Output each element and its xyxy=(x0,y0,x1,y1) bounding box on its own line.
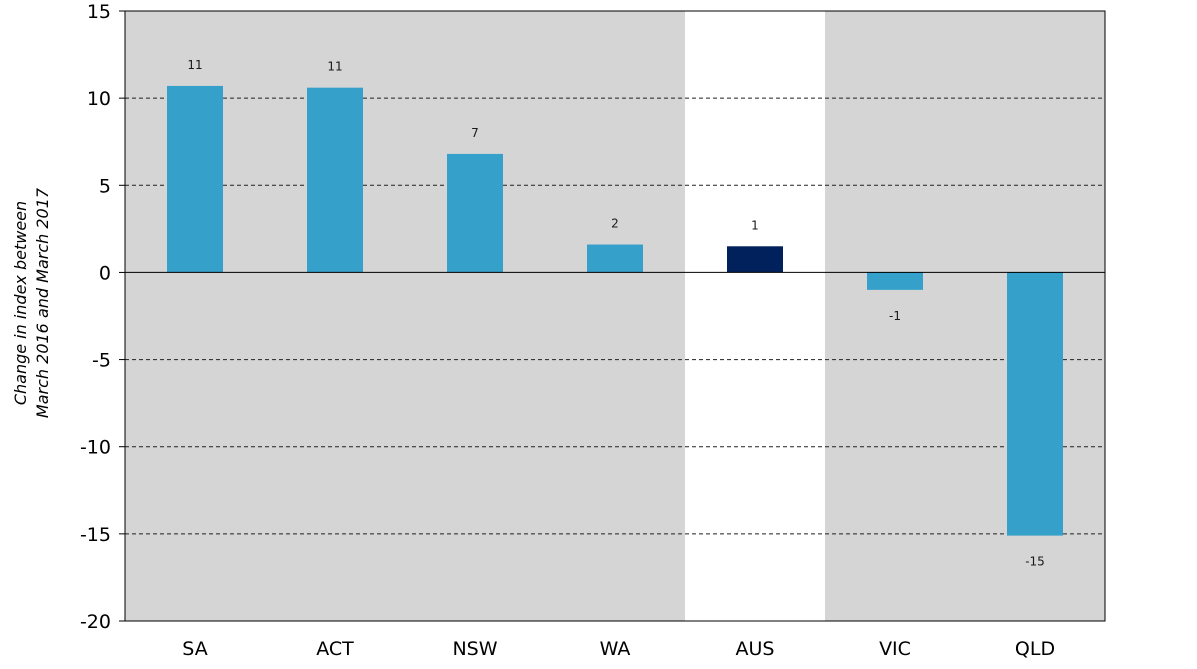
data-label: 7 xyxy=(471,126,479,140)
bar xyxy=(727,246,783,273)
y-tick-label: -15 xyxy=(80,524,111,546)
x-tick-label: QLD xyxy=(1015,638,1055,660)
y-tick-label: -10 xyxy=(80,437,111,459)
data-label: -15 xyxy=(1025,555,1045,569)
data-label: -1 xyxy=(889,309,901,323)
data-label: 2 xyxy=(611,217,619,231)
plot-frame xyxy=(124,10,1106,622)
plot-area xyxy=(125,11,1105,621)
x-tick-label: SA xyxy=(182,638,207,660)
y-tick-label: 5 xyxy=(99,175,111,197)
plot-background xyxy=(125,11,1105,621)
data-label: 11 xyxy=(187,58,202,72)
data-label: 11 xyxy=(327,60,342,74)
bar xyxy=(167,85,223,273)
x-tick-label: AUS xyxy=(736,638,775,660)
bar xyxy=(307,87,363,273)
x-tick-label: NSW xyxy=(452,638,497,660)
y-tick-label: 0 xyxy=(99,262,111,284)
bar xyxy=(587,244,643,273)
bar xyxy=(1007,272,1063,536)
axes xyxy=(119,10,1106,622)
y-tick-label: -20 xyxy=(80,611,111,633)
x-tick-label: WA xyxy=(600,638,631,660)
bar xyxy=(447,153,503,273)
y-tick-label: 10 xyxy=(87,88,111,110)
x-tick-label: VIC xyxy=(879,638,911,660)
highlight-band xyxy=(685,11,825,621)
bar xyxy=(867,272,923,290)
x-tick-label: ACT xyxy=(316,638,354,660)
y-axis-title-line-2: March 2016 and March 2017 xyxy=(33,187,52,418)
labels: 15 10 5 0 -5 -10 -15 -20 11 SA 11 ACT 7 NSW 2 WA 1 AUS -1 V… xyxy=(80,1,1055,660)
y-tick-label: -5 xyxy=(92,350,111,372)
data-label: 1 xyxy=(751,218,759,232)
y-tick-label: 15 xyxy=(87,1,111,23)
gridlines xyxy=(125,97,1105,535)
bars xyxy=(167,85,1063,536)
y-axis-title-line-1: Change in index between xyxy=(11,201,30,405)
